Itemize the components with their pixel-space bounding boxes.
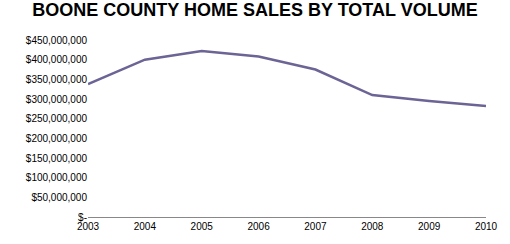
svg-text:$150,000,000: $150,000,000 — [26, 153, 88, 164]
svg-text:2006: 2006 — [247, 221, 270, 232]
svg-text:$300,000,000: $300,000,000 — [26, 94, 88, 105]
svg-text:$100,000,000: $100,000,000 — [26, 172, 88, 183]
svg-text:$450,000,000: $450,000,000 — [26, 35, 88, 46]
svg-text:$350,000,000: $350,000,000 — [26, 74, 88, 85]
svg-text:$50,000,000: $50,000,000 — [31, 192, 87, 203]
svg-text:2003: 2003 — [77, 221, 100, 232]
svg-text:$400,000,000: $400,000,000 — [26, 54, 88, 65]
svg-text:2010: 2010 — [475, 221, 498, 232]
svg-text:$-: $- — [78, 212, 87, 223]
svg-text:$200,000,000: $200,000,000 — [26, 133, 88, 144]
svg-text:$250,000,000: $250,000,000 — [26, 113, 88, 124]
svg-text:2007: 2007 — [304, 221, 327, 232]
svg-text:2004: 2004 — [134, 221, 157, 232]
svg-text:2005: 2005 — [191, 221, 214, 232]
svg-text:2008: 2008 — [361, 221, 384, 232]
svg-text:2009: 2009 — [418, 221, 441, 232]
svg-text:BOONE COUNTY HOME SALES BY TOT: BOONE COUNTY HOME SALES BY TOTAL VOLUME — [32, 0, 477, 20]
